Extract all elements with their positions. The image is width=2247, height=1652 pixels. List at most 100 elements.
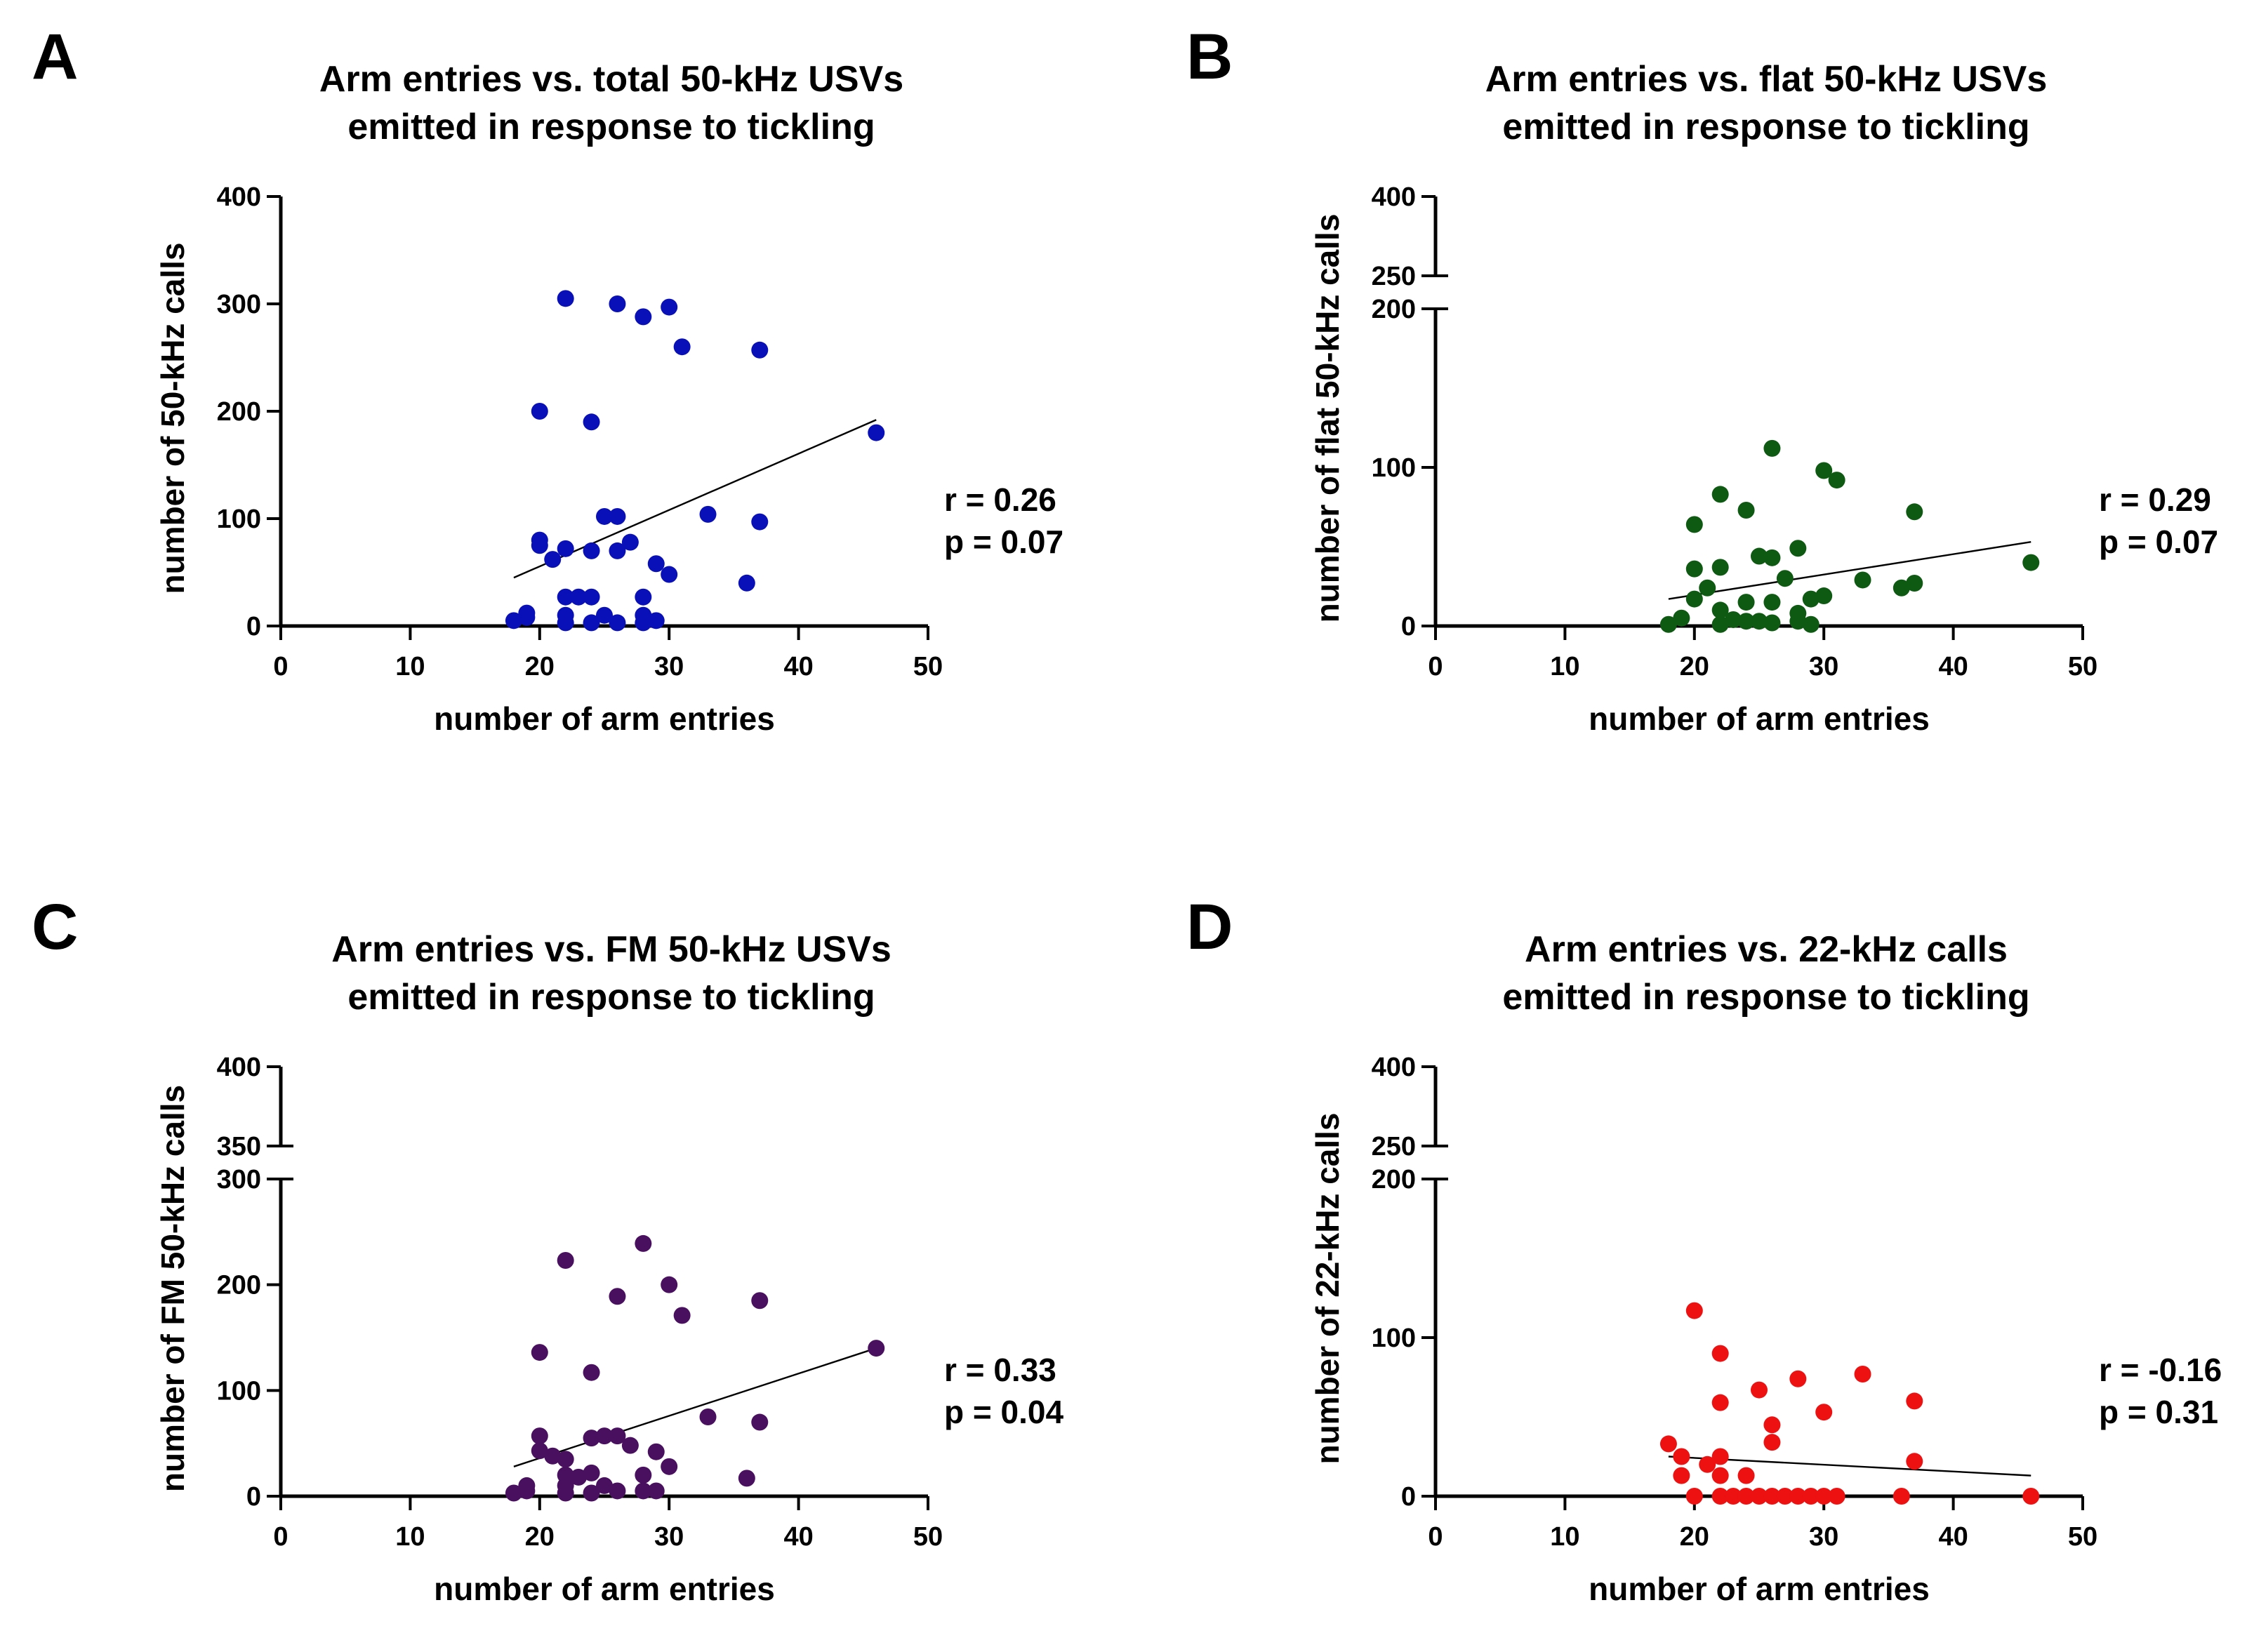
x-tick-label: 10 (395, 652, 425, 681)
y-break-tick-label: 400 (217, 1053, 261, 1082)
data-point (1893, 1488, 1910, 1505)
y-tick-label: 300 (217, 1165, 261, 1194)
data-point (1711, 486, 1729, 503)
y-tick-label: 200 (217, 1271, 261, 1300)
stat-text: p = 0.07 (944, 524, 1063, 560)
data-point (1828, 1488, 1845, 1505)
data-point (544, 1447, 562, 1465)
regression-line (513, 1347, 877, 1467)
data-point (1711, 1488, 1729, 1505)
data-point (1906, 574, 1923, 592)
data-point (635, 1234, 652, 1252)
data-point (1906, 1453, 1923, 1470)
y-axis-label: number of 22-kHz calls (1309, 1112, 1346, 1464)
y-tick-label: 200 (1372, 1165, 1416, 1194)
data-point (1737, 1488, 1755, 1505)
stat-text: p = 0.04 (944, 1394, 1063, 1430)
x-tick-label: 40 (783, 652, 813, 681)
panel-c: C Arm entries vs. FM 50-kHz USVs emitted i… (32, 891, 1063, 1607)
data-point (1737, 1467, 1755, 1484)
x-tick-label: 40 (1938, 652, 1968, 681)
data-point (635, 614, 652, 632)
chart-title-line: emitted in response to tickling (347, 107, 875, 147)
data-point (1673, 1467, 1690, 1484)
panel-b: B Arm entries vs. flat 50-kHz USVs emitted… (1186, 21, 2218, 737)
data-point (531, 1344, 548, 1361)
data-point (518, 604, 536, 622)
data-point (1725, 611, 1742, 628)
x-tick-label: 50 (913, 1522, 943, 1552)
data-point (1815, 587, 1833, 605)
data-point (1711, 1394, 1729, 1411)
data-point (609, 507, 626, 525)
data-point (1828, 472, 1845, 489)
data-point (661, 1458, 678, 1475)
data-point (531, 1442, 548, 1460)
y-axis-label: number of 50-kHz calls (154, 242, 191, 594)
data-point (868, 1340, 885, 1357)
data-point (609, 295, 626, 312)
x-tick-label: 40 (783, 1522, 813, 1552)
data-point (1763, 439, 1781, 457)
data-point (1699, 579, 1716, 597)
data-point (1711, 559, 1729, 576)
data-point (1776, 1488, 1794, 1505)
data-point (2022, 1488, 2040, 1505)
x-tick-label: 20 (1680, 652, 1709, 681)
data-point (1737, 613, 1755, 630)
data-point (1906, 503, 1923, 521)
x-axis-label: number of arm entries (434, 700, 775, 737)
data-point (635, 1466, 652, 1484)
x-tick-label: 30 (654, 652, 684, 681)
data-point (647, 1482, 665, 1500)
data-point (596, 606, 613, 624)
panel-a: A Arm entries vs. total 50-kHz USVs emitte… (32, 21, 1063, 737)
data-point (1789, 1370, 1807, 1387)
chart-title-line: emitted in response to tickling (347, 977, 875, 1018)
data-point (1789, 613, 1807, 630)
data-point (1763, 614, 1781, 632)
regression-line (513, 419, 877, 579)
data-point (1854, 571, 1871, 589)
data-point (1659, 615, 1677, 633)
data-point (596, 1477, 613, 1494)
x-axis-label: number of arm entries (434, 1571, 775, 1607)
y-tick-label: 100 (1372, 453, 1416, 483)
chart-title-line: emitted in response to tickling (1502, 107, 2029, 147)
data-point (557, 614, 574, 632)
data-point (661, 566, 678, 583)
x-tick-label: 50 (2068, 652, 2097, 681)
x-tick-label: 0 (273, 652, 288, 681)
data-point (751, 1292, 769, 1310)
data-point (531, 1427, 548, 1445)
x-tick-label: 30 (1809, 1522, 1838, 1552)
data-point (609, 1427, 626, 1445)
data-point (1711, 1467, 1729, 1484)
y-break-tick-label: 250 (1372, 262, 1416, 291)
y-tick-label: 0 (246, 612, 261, 641)
chart-title-line: Arm entries vs. 22-kHz calls (1525, 929, 2008, 970)
data-point (1789, 1488, 1807, 1505)
regression-line (1668, 541, 2031, 600)
x-tick-label: 0 (273, 1522, 288, 1552)
y-tick-label: 400 (217, 182, 261, 212)
chart-title-line: Arm entries vs. FM 50-kHz USVs (331, 929, 891, 970)
data-point (1763, 1434, 1781, 1451)
data-point (557, 540, 574, 557)
panel-letter: D (1186, 891, 1233, 963)
data-point (557, 1451, 574, 1468)
data-point (1751, 547, 1768, 565)
data-point (1659, 1435, 1677, 1453)
data-point (1751, 1381, 1768, 1399)
data-point (1711, 1448, 1729, 1465)
data-point (751, 513, 769, 531)
data-point (583, 413, 600, 431)
data-point (1673, 609, 1690, 627)
x-axis-label: number of arm entries (1589, 1571, 1930, 1607)
data-point (699, 505, 717, 523)
x-tick-label: 10 (395, 1522, 425, 1552)
data-point (505, 612, 522, 630)
x-tick-label: 40 (1938, 1522, 1968, 1552)
data-point (1711, 1345, 1729, 1362)
